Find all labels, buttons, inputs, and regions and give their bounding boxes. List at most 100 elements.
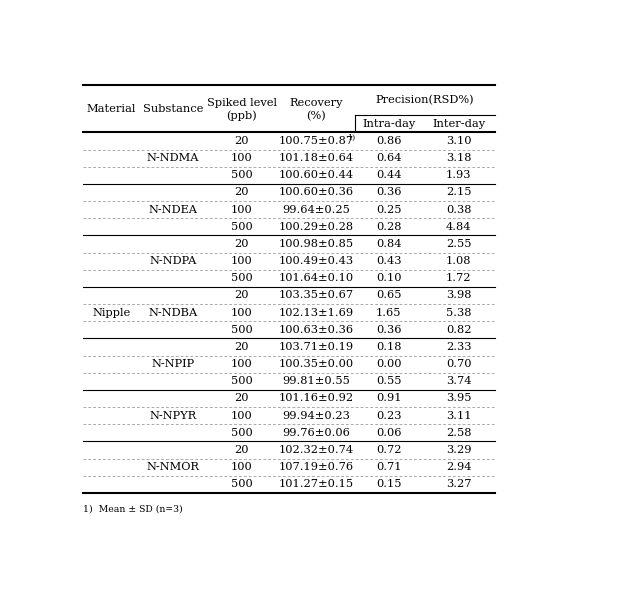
Text: 1.93: 1.93 xyxy=(446,170,471,180)
Text: 0.55: 0.55 xyxy=(376,376,401,386)
Text: 500: 500 xyxy=(231,170,253,180)
Text: 1.08: 1.08 xyxy=(446,256,471,266)
Text: 3.18: 3.18 xyxy=(446,153,471,163)
Text: 500: 500 xyxy=(231,428,253,438)
Text: 0.64: 0.64 xyxy=(376,153,401,163)
Text: 0.71: 0.71 xyxy=(376,462,401,472)
Text: 3.98: 3.98 xyxy=(446,290,471,300)
Text: 1)  Mean ± SD (n=3): 1) Mean ± SD (n=3) xyxy=(83,505,182,513)
Text: 99.81±0.55: 99.81±0.55 xyxy=(282,376,350,386)
Text: 500: 500 xyxy=(231,376,253,386)
Text: 3.95: 3.95 xyxy=(446,393,471,403)
Text: 107.19±0.76: 107.19±0.76 xyxy=(279,462,354,472)
Text: 0.84: 0.84 xyxy=(376,239,401,249)
Text: 100.49±0.43: 100.49±0.43 xyxy=(279,256,354,266)
Text: 0.43: 0.43 xyxy=(376,256,401,266)
Text: (ppb): (ppb) xyxy=(226,110,257,121)
Text: N-NMOR: N-NMOR xyxy=(146,462,200,472)
Text: Intra-day: Intra-day xyxy=(362,118,415,129)
Text: 100: 100 xyxy=(231,256,253,266)
Text: 99.76±0.06: 99.76±0.06 xyxy=(282,428,350,438)
Text: 500: 500 xyxy=(231,222,253,232)
Text: 0.23: 0.23 xyxy=(376,411,401,421)
Text: 102.32±0.74: 102.32±0.74 xyxy=(279,445,354,455)
Text: 100: 100 xyxy=(231,359,253,369)
Text: Substance: Substance xyxy=(143,104,203,114)
Text: 0.25: 0.25 xyxy=(376,205,401,215)
Text: Recovery: Recovery xyxy=(290,98,343,108)
Text: 0.28: 0.28 xyxy=(376,222,401,232)
Text: 0.18: 0.18 xyxy=(376,342,401,352)
Text: N-NDEA: N-NDEA xyxy=(149,205,197,215)
Text: 0.36: 0.36 xyxy=(376,187,401,198)
Text: (%): (%) xyxy=(307,111,327,121)
Text: 1.72: 1.72 xyxy=(446,273,471,283)
Text: 101.18±0.64: 101.18±0.64 xyxy=(279,153,354,163)
Text: 101.27±0.15: 101.27±0.15 xyxy=(279,480,354,489)
Text: 20: 20 xyxy=(234,187,249,198)
Text: 100.98±0.85: 100.98±0.85 xyxy=(279,239,354,249)
Text: 100: 100 xyxy=(231,153,253,163)
Text: 500: 500 xyxy=(231,325,253,335)
Text: 0.15: 0.15 xyxy=(376,480,401,489)
Text: N-NPYR: N-NPYR xyxy=(149,411,197,421)
Text: 4.84: 4.84 xyxy=(446,222,471,232)
Text: Precision(RSD%): Precision(RSD%) xyxy=(376,95,474,105)
Text: 100.29±0.28: 100.29±0.28 xyxy=(279,222,354,232)
Text: 103.35±0.67: 103.35±0.67 xyxy=(279,290,354,300)
Text: 3.27: 3.27 xyxy=(446,480,471,489)
Text: 99.94±0.23: 99.94±0.23 xyxy=(282,411,350,421)
Text: 20: 20 xyxy=(234,136,249,146)
Text: 5.38: 5.38 xyxy=(446,308,471,318)
Text: 2.55: 2.55 xyxy=(446,239,471,249)
Text: 103.71±0.19: 103.71±0.19 xyxy=(279,342,354,352)
Text: 101.64±0.10: 101.64±0.10 xyxy=(279,273,354,283)
Text: 0.82: 0.82 xyxy=(446,325,471,335)
Text: 3.11: 3.11 xyxy=(446,411,471,421)
Text: 20: 20 xyxy=(234,290,249,300)
Text: 0.06: 0.06 xyxy=(376,428,401,438)
Text: N-NDPA: N-NDPA xyxy=(149,256,197,266)
Text: 0.10: 0.10 xyxy=(376,273,401,283)
Text: Material: Material xyxy=(87,104,136,114)
Text: 100.60±0.36: 100.60±0.36 xyxy=(279,187,354,198)
Text: 0.72: 0.72 xyxy=(376,445,401,455)
Text: Nipple: Nipple xyxy=(93,308,131,318)
Text: 0.70: 0.70 xyxy=(446,359,471,369)
Text: 0.44: 0.44 xyxy=(376,170,401,180)
Text: 0.91: 0.91 xyxy=(376,393,401,403)
Text: 0.00: 0.00 xyxy=(376,359,401,369)
Text: N-NDMA: N-NDMA xyxy=(147,153,199,163)
Text: 20: 20 xyxy=(234,342,249,352)
Text: 3.74: 3.74 xyxy=(446,376,471,386)
Text: 20: 20 xyxy=(234,239,249,249)
Text: 0.86: 0.86 xyxy=(376,136,401,146)
Text: 2.58: 2.58 xyxy=(446,428,471,438)
Text: 100.63±0.36: 100.63±0.36 xyxy=(279,325,354,335)
Text: 0.65: 0.65 xyxy=(376,290,401,300)
Text: 3.10: 3.10 xyxy=(446,136,471,146)
Text: 1.65: 1.65 xyxy=(376,308,401,318)
Text: 20: 20 xyxy=(234,445,249,455)
Text: 500: 500 xyxy=(231,480,253,489)
Text: 0.36: 0.36 xyxy=(376,325,401,335)
Text: 3.29: 3.29 xyxy=(446,445,471,455)
Text: 2.15: 2.15 xyxy=(446,187,471,198)
Text: 100: 100 xyxy=(231,205,253,215)
Text: 100: 100 xyxy=(231,462,253,472)
Text: 99.64±0.25: 99.64±0.25 xyxy=(282,205,350,215)
Text: 2.94: 2.94 xyxy=(446,462,471,472)
Text: 100.60±0.44: 100.60±0.44 xyxy=(279,170,354,180)
Text: 20: 20 xyxy=(234,393,249,403)
Text: N-NDBA: N-NDBA xyxy=(148,308,198,318)
Text: 100: 100 xyxy=(231,308,253,318)
Text: 100: 100 xyxy=(231,411,253,421)
Text: 2.33: 2.33 xyxy=(446,342,471,352)
Text: 100.75±0.87: 100.75±0.87 xyxy=(279,136,354,146)
Text: 500: 500 xyxy=(231,273,253,283)
Text: Spiked level: Spiked level xyxy=(207,98,277,108)
Text: N-NPIP: N-NPIP xyxy=(151,359,195,369)
Text: 101.16±0.92: 101.16±0.92 xyxy=(279,393,354,403)
Text: 0.38: 0.38 xyxy=(446,205,471,215)
Text: 100.35±0.00: 100.35±0.00 xyxy=(279,359,354,369)
